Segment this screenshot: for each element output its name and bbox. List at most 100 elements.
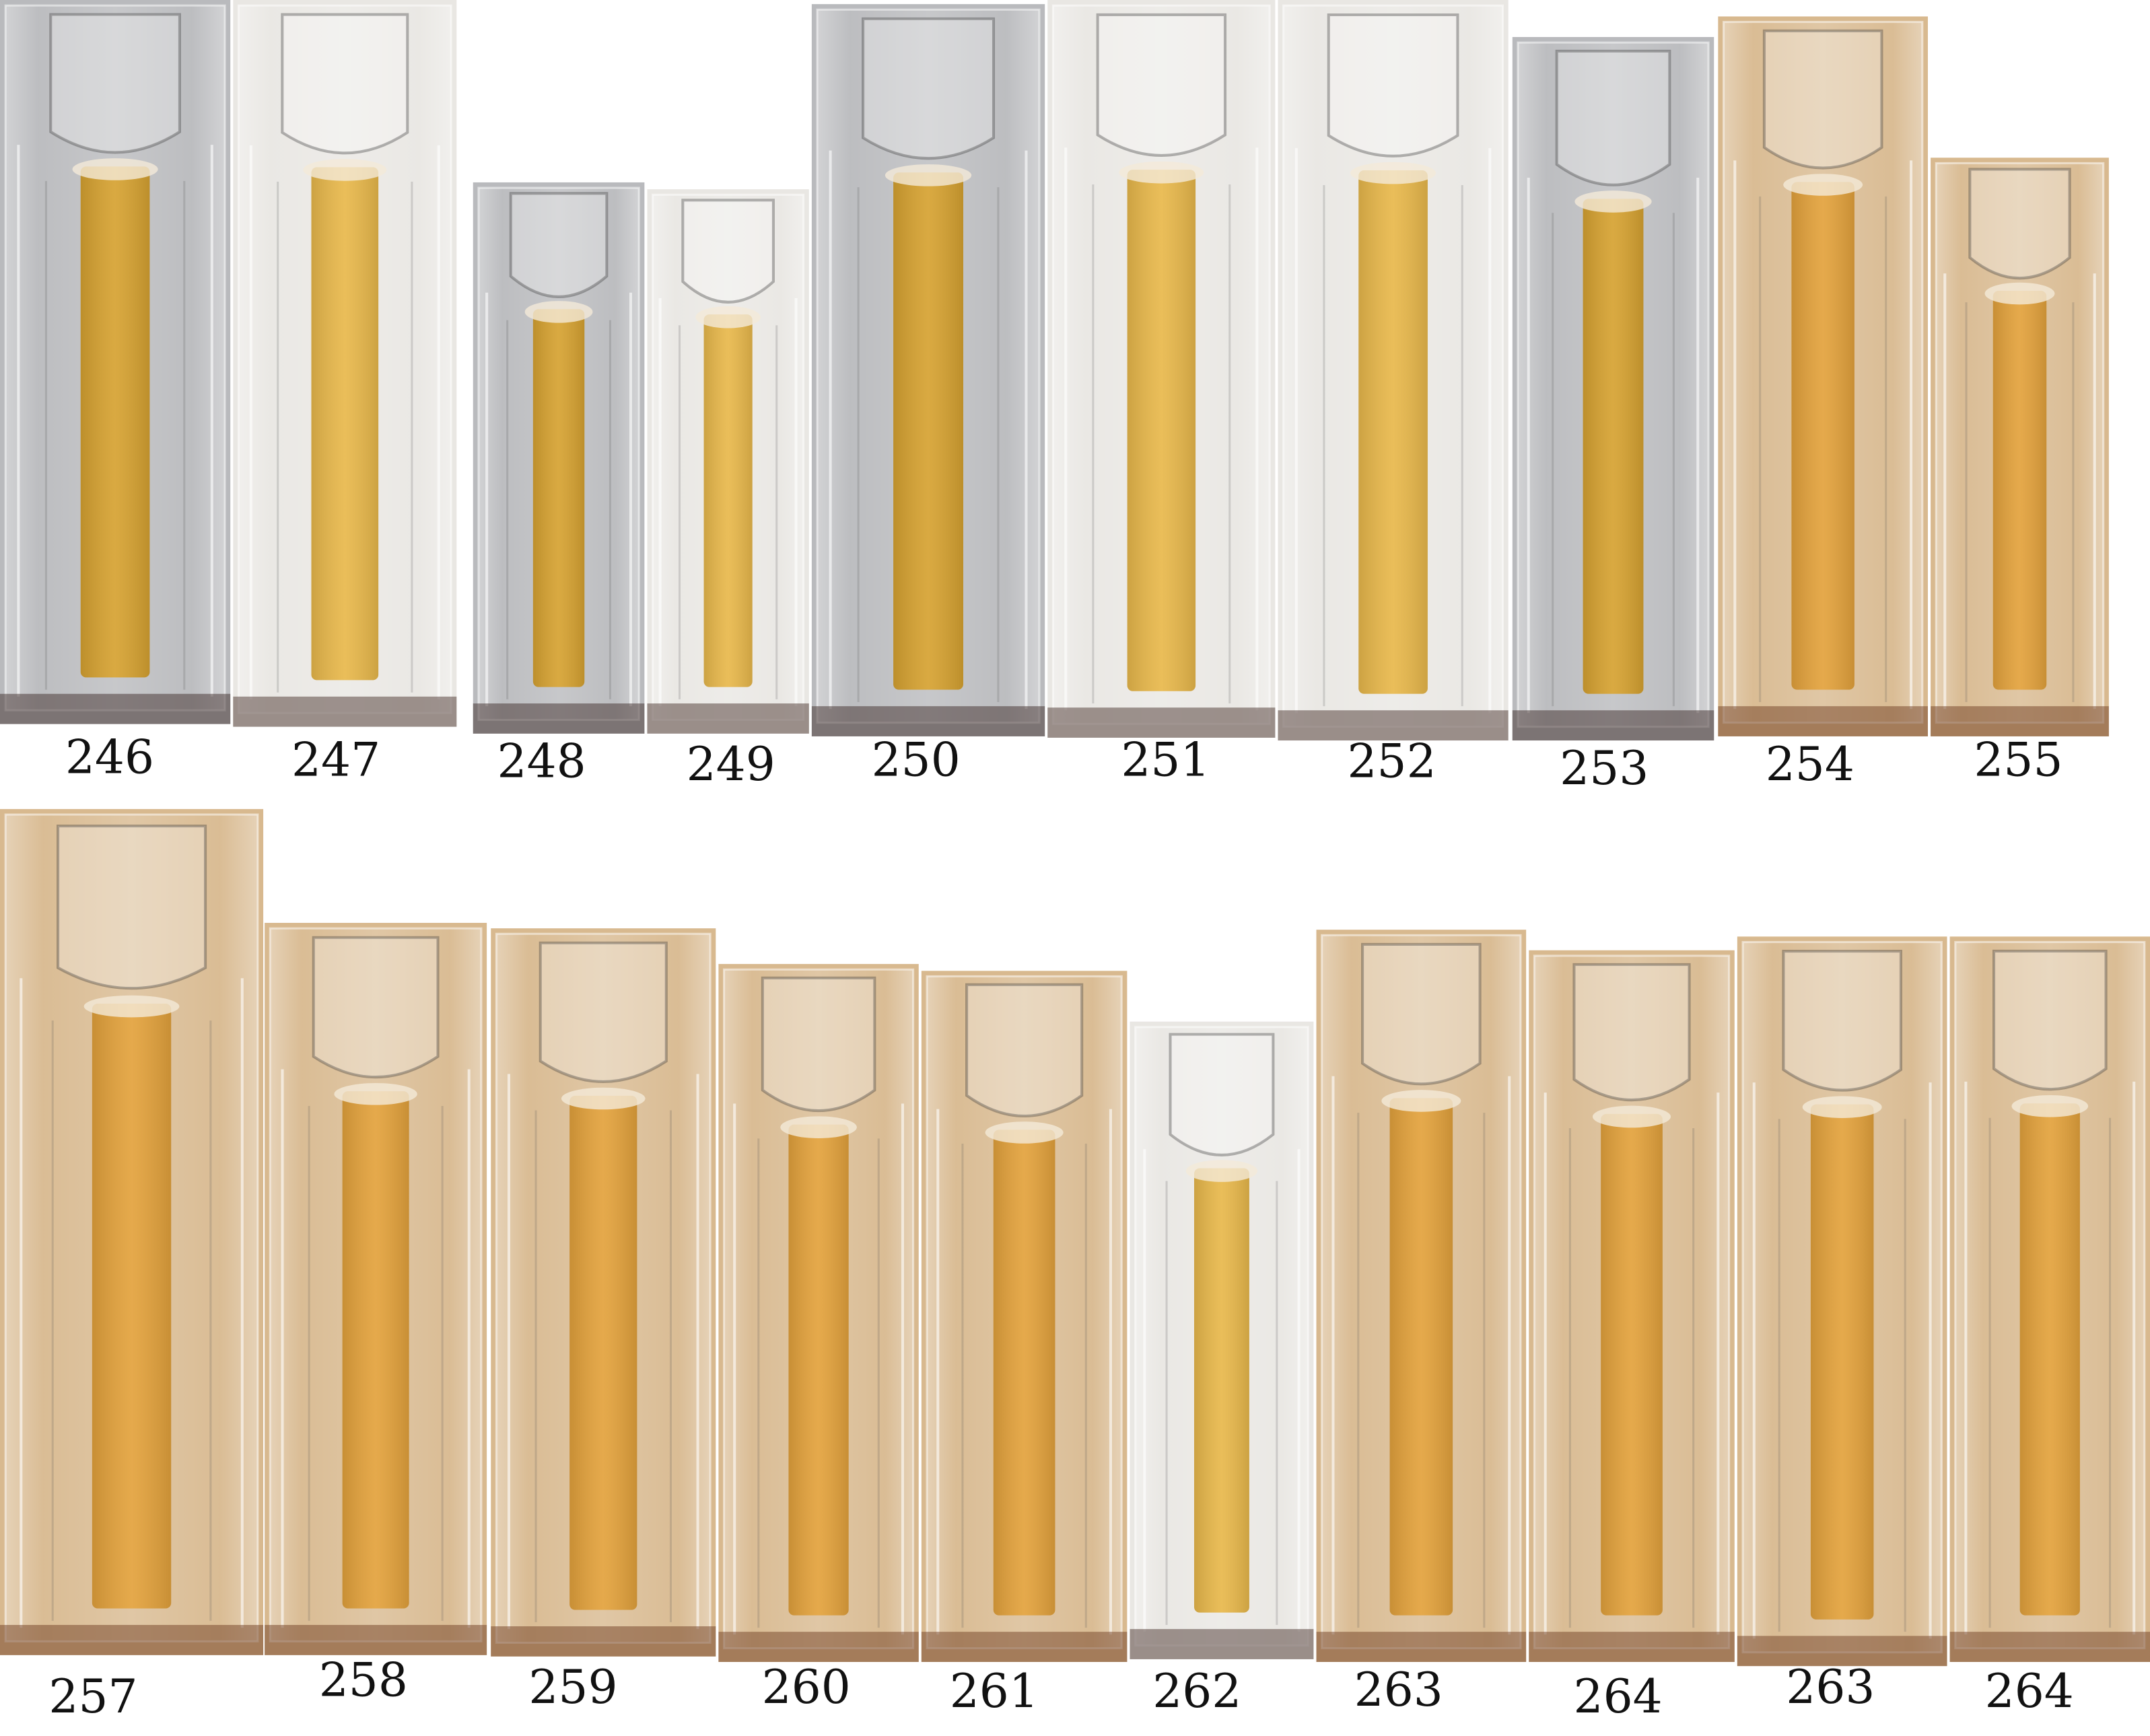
sample-liquid-shade [893,172,963,690]
meniscus [303,159,387,181]
sample-label: 246 [65,731,154,785]
cuvette [0,808,264,1655]
cuvette-cup [281,13,409,155]
meniscus [1350,162,1436,184]
sample-liquid-shade [92,1003,172,1609]
cuvette [647,189,809,734]
sample-label: 247 [291,734,380,788]
cuvette [1931,158,2109,736]
sample-label: 259 [528,1661,617,1714]
sample-label: 258 [319,1654,408,1708]
cuvette-cup [1555,49,1671,186]
sample-liquid-shade [1583,199,1644,694]
cuvette-cup [1992,949,2108,1091]
cuvette-cup [1361,942,1482,1086]
sample-label: 263 [1786,1661,1875,1714]
cuvette-base [1529,1632,1735,1662]
cuvette-cup [1968,168,2071,280]
sample-liquid-shade [1127,170,1196,691]
sample-label: 249 [687,738,775,792]
cuvette [1047,0,1276,738]
meniscus [524,301,593,323]
cuvette [473,182,645,734]
cuvette-base [1130,1629,1314,1659]
cuvette-base [1737,1636,1947,1667]
meniscus [72,158,158,180]
meniscus [1119,161,1204,184]
sample-label: 255 [1974,734,2062,788]
cuvette-cup [49,13,181,154]
sample-liquid-shade [311,167,379,681]
cuvette-base [1047,707,1276,738]
sample-liquid-shade [788,1124,849,1616]
sample-liquid-shade [569,1095,637,1610]
sample-liquid-shade [993,1130,1055,1616]
sample-label: 253 [1560,742,1649,796]
cuvette-cup [1169,1033,1275,1156]
cuvette [811,4,1045,736]
meniscus [83,995,180,1018]
meniscus [1783,174,1863,196]
cuvette-cup [1096,13,1227,157]
cuvette-cup [312,936,440,1079]
sample-liquid-shade [2019,1103,2080,1616]
cuvette [1278,0,1509,741]
meniscus [1592,1105,1671,1128]
meniscus [1984,282,2055,305]
cuvette [0,0,231,724]
sample-liquid-shade [1358,170,1428,694]
cuvette-cup [681,199,775,304]
cuvette-cup [539,941,668,1083]
meniscus [334,1082,417,1105]
meniscus [985,1121,1064,1144]
cuvette [491,928,716,1657]
cuvette-cup [761,976,876,1113]
sample-liquid-shade [1389,1098,1453,1616]
sample-liquid-shade [532,309,585,687]
cuvette-base [265,1624,487,1655]
cuvette-base [473,703,645,734]
cuvette [1718,16,1929,736]
sample-label: 264 [1574,1670,1663,1724]
cuvette-base [1931,706,2109,736]
cuvette [718,964,919,1662]
sample-liquid-shade [703,314,753,687]
cuvette-base [718,1632,919,1662]
cuvette-base [921,1632,1128,1662]
cuvette-base [1512,710,1714,741]
meniscus [1802,1096,1882,1118]
cuvette-base [1718,706,1929,736]
meniscus [885,164,972,186]
meniscus [1574,190,1652,213]
cuvette-base [647,703,809,734]
meniscus [1185,1160,1258,1182]
sample-liquid-shade [80,166,150,678]
meniscus [2011,1095,2089,1117]
cuvette-base [1278,710,1509,741]
cuvette-base [1316,1632,1527,1662]
cuvette [265,922,487,1655]
meniscus [561,1087,646,1110]
cuvette [1529,950,1735,1662]
sample-label: 250 [872,734,961,788]
cuvette-base [0,1624,264,1655]
cuvette-cup [862,17,996,160]
sample-label: 254 [1766,738,1854,792]
cuvette-cup [57,825,207,990]
sample-label: 262 [1152,1665,1241,1718]
cuvette [1316,930,1527,1662]
cuvette [921,971,1128,1662]
cuvette-cup [1327,13,1459,158]
meniscus [780,1116,857,1138]
cuvette-base [0,693,231,724]
sample-liquid-shade [1601,1113,1663,1616]
cuvette-cup [509,192,609,298]
sample-label: 251 [1121,734,1210,788]
sample-label: 264 [1985,1665,2074,1718]
cuvette [1512,37,1714,741]
cuvette-cup [1762,29,1883,170]
cuvette [233,0,457,727]
cuvette-cup [965,983,1084,1117]
sample-label: 252 [1347,735,1436,789]
